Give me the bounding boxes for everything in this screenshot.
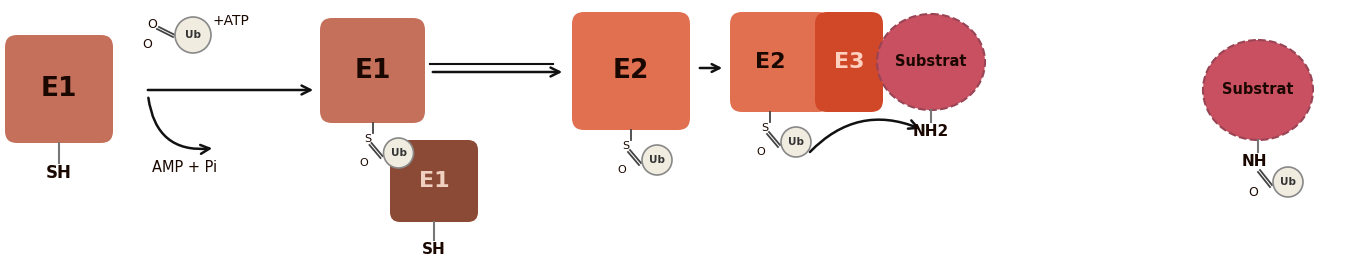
- Text: Ub: Ub: [390, 148, 407, 158]
- Text: E2: E2: [613, 58, 650, 84]
- Text: NH2: NH2: [913, 125, 949, 140]
- Text: E3: E3: [834, 52, 864, 72]
- Text: E1: E1: [355, 58, 390, 83]
- Text: S: S: [762, 123, 768, 133]
- Text: +ATP: +ATP: [213, 14, 250, 28]
- Text: Substrat: Substrat: [1222, 83, 1294, 97]
- Text: AMP + Pi: AMP + Pi: [153, 161, 217, 175]
- FancyBboxPatch shape: [319, 18, 425, 123]
- Text: O: O: [756, 147, 766, 157]
- Text: E1: E1: [419, 171, 449, 191]
- Circle shape: [781, 127, 811, 157]
- Circle shape: [642, 145, 672, 175]
- FancyBboxPatch shape: [572, 12, 689, 130]
- Text: O: O: [147, 17, 157, 30]
- Circle shape: [384, 138, 414, 168]
- Text: S: S: [364, 134, 371, 144]
- Text: O: O: [1248, 186, 1259, 200]
- FancyBboxPatch shape: [730, 12, 830, 112]
- Text: SH: SH: [422, 242, 446, 257]
- Text: Ub: Ub: [186, 30, 201, 40]
- Circle shape: [175, 17, 212, 53]
- Text: O: O: [617, 165, 627, 175]
- Text: Ub: Ub: [788, 137, 804, 147]
- FancyBboxPatch shape: [5, 35, 113, 143]
- Text: S: S: [622, 141, 629, 151]
- Text: Substrat: Substrat: [895, 55, 966, 69]
- Text: Ub: Ub: [1280, 177, 1295, 187]
- Text: NH: NH: [1241, 154, 1267, 169]
- FancyBboxPatch shape: [815, 12, 883, 112]
- FancyBboxPatch shape: [390, 140, 478, 222]
- Ellipse shape: [1203, 40, 1313, 140]
- Circle shape: [1274, 167, 1304, 197]
- Text: O: O: [359, 158, 369, 168]
- Text: SH: SH: [46, 164, 72, 182]
- Ellipse shape: [876, 14, 986, 110]
- Text: Ub: Ub: [648, 155, 665, 165]
- Text: E1: E1: [41, 76, 78, 102]
- Text: O: O: [142, 38, 152, 51]
- Text: E2: E2: [755, 52, 785, 72]
